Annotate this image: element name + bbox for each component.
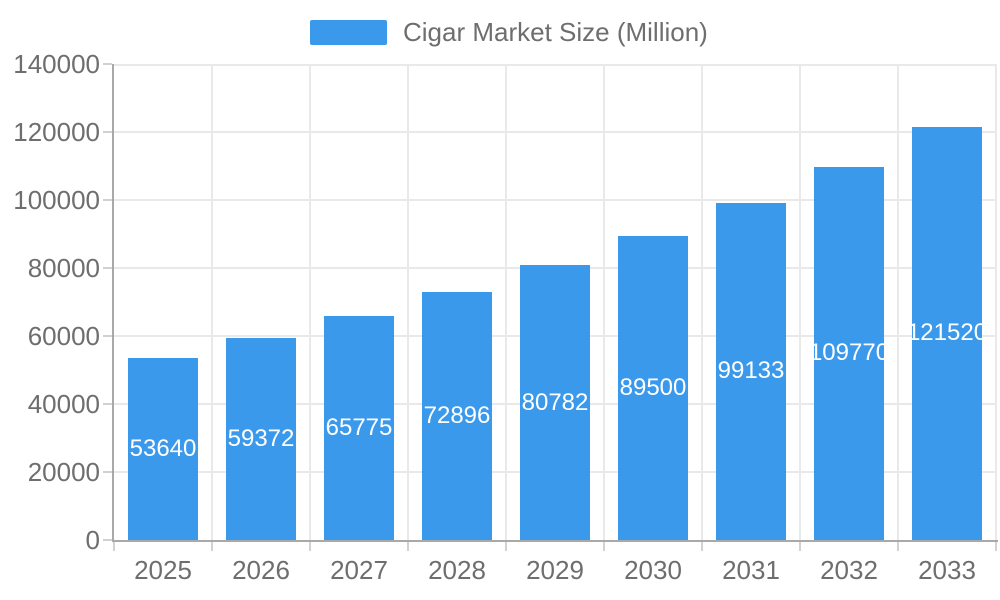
x-tick [897, 542, 899, 551]
x-gridline [407, 64, 409, 540]
x-axis-label: 2033 [918, 555, 976, 585]
y-tick [103, 471, 112, 473]
x-axis-label: 2026 [232, 555, 290, 585]
y-axis-line [112, 64, 114, 542]
bar-2026[interactable]: 59372 [226, 338, 296, 540]
legend-swatch [310, 19, 387, 45]
x-tick [603, 542, 605, 551]
bar-value-label: 72896 [423, 402, 491, 430]
x-tick [505, 542, 507, 551]
bar-2033[interactable]: 121520 [912, 126, 982, 540]
y-gridline [114, 64, 996, 66]
y-gridline [114, 199, 996, 201]
x-axis-line [112, 540, 998, 542]
x-gridline [897, 64, 899, 540]
x-tick [995, 542, 997, 551]
y-gridline [114, 131, 996, 133]
bar-2032[interactable]: 109770 [814, 166, 884, 540]
plot-area: 53640 59372 65775 72896 80782 89500 99133 10977… [114, 64, 997, 540]
legend-label: Cigar Market Size (Million) [403, 17, 708, 47]
x-gridline [309, 64, 311, 540]
bar-value-label: 80782 [521, 388, 589, 416]
y-axis-label: 20000 [27, 457, 100, 487]
y-tick [103, 63, 112, 65]
y-tick [103, 199, 112, 201]
bar-2025[interactable]: 53640 [128, 357, 198, 540]
x-gridline [211, 64, 213, 540]
y-tick [103, 539, 112, 541]
bar-2030[interactable]: 89500 [618, 235, 688, 540]
y-axis-label: 80000 [27, 253, 100, 283]
x-tick [113, 542, 115, 551]
x-tick [407, 542, 409, 551]
bar-2029[interactable]: 80782 [520, 265, 590, 540]
x-axis-label: 2031 [722, 555, 780, 585]
x-gridline [603, 64, 605, 540]
x-axis-label: 2032 [820, 555, 878, 585]
x-gridline [701, 64, 703, 540]
x-gridline [799, 64, 801, 540]
x-axis-label: 2028 [428, 555, 486, 585]
y-axis-label: 140000 [13, 49, 100, 79]
y-axis-label: 60000 [27, 321, 100, 351]
x-gridline [505, 64, 507, 540]
y-axis-label: 40000 [27, 389, 100, 419]
bar-value-label: 53640 [129, 434, 197, 462]
bar-2027[interactable]: 65775 [324, 316, 394, 540]
bar-value-label: 121520 [912, 319, 982, 347]
y-tick [103, 335, 112, 337]
y-tick [103, 403, 112, 405]
bar-value-label: 109770 [814, 339, 884, 367]
chart-legend[interactable]: Cigar Market Size (Million) [310, 19, 708, 45]
x-axis-label: 2025 [134, 555, 192, 585]
bar-value-label: 99133 [717, 357, 785, 385]
x-tick [799, 542, 801, 551]
x-gridline [995, 64, 997, 540]
x-axis-label: 2029 [526, 555, 584, 585]
x-tick [701, 542, 703, 551]
y-axis-label: 120000 [13, 117, 100, 147]
bar-value-label: 89500 [619, 373, 687, 401]
y-tick [103, 267, 112, 269]
y-axis-label: 100000 [13, 185, 100, 215]
y-tick [103, 131, 112, 133]
bar-value-label: 65775 [325, 414, 393, 442]
x-axis-label: 2027 [330, 555, 388, 585]
x-tick [211, 542, 213, 551]
x-tick [309, 542, 311, 551]
bar-2028[interactable]: 72896 [422, 292, 492, 540]
y-axis-label: 0 [85, 525, 100, 555]
x-axis-label: 2030 [624, 555, 682, 585]
bar-value-label: 59372 [227, 425, 295, 453]
bar-2031[interactable]: 99133 [716, 202, 786, 540]
